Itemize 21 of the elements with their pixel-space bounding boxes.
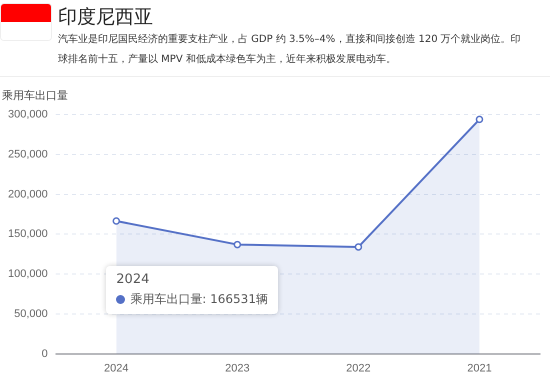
y-tick-label: 150,000 (8, 228, 48, 240)
annotation: 乘用车出口量: 166531辆 (130, 292, 268, 306)
y-axis-title: 乘用车出口量 (2, 88, 68, 103)
point (112, 217, 120, 225)
point (234, 240, 242, 248)
y-tick-label: 0 (42, 348, 48, 360)
y-tick-label: 250,000 (8, 148, 48, 160)
point (476, 116, 484, 124)
point (354, 243, 362, 251)
y-tick-label: 50,000 (14, 308, 48, 320)
y-tick-label: 300,000 (8, 108, 48, 121)
x-tick-label: 2021 (467, 362, 492, 374)
x-tick-label: 2024 (104, 362, 129, 374)
chart-title: 印度尼西亚 (58, 5, 153, 30)
annotation: 2024 (116, 272, 150, 287)
x-tick-label: 2023 (225, 362, 250, 374)
y-tick-label: 200,000 (8, 188, 48, 200)
x-tick-label: 2022 (346, 362, 371, 374)
chart-subtitle: 汽车业是印尼国民经济的重要支柱产业，占 GDP 约 3.5%–4%，直接和间接创造 120 万个就业岗位。印 (58, 32, 521, 46)
y-tick-label: 100,000 (8, 268, 48, 280)
text: 球排名前十五，产量以 MPV 和低成本绿色车为主，近年来积极发展电动车。 (58, 52, 396, 66)
